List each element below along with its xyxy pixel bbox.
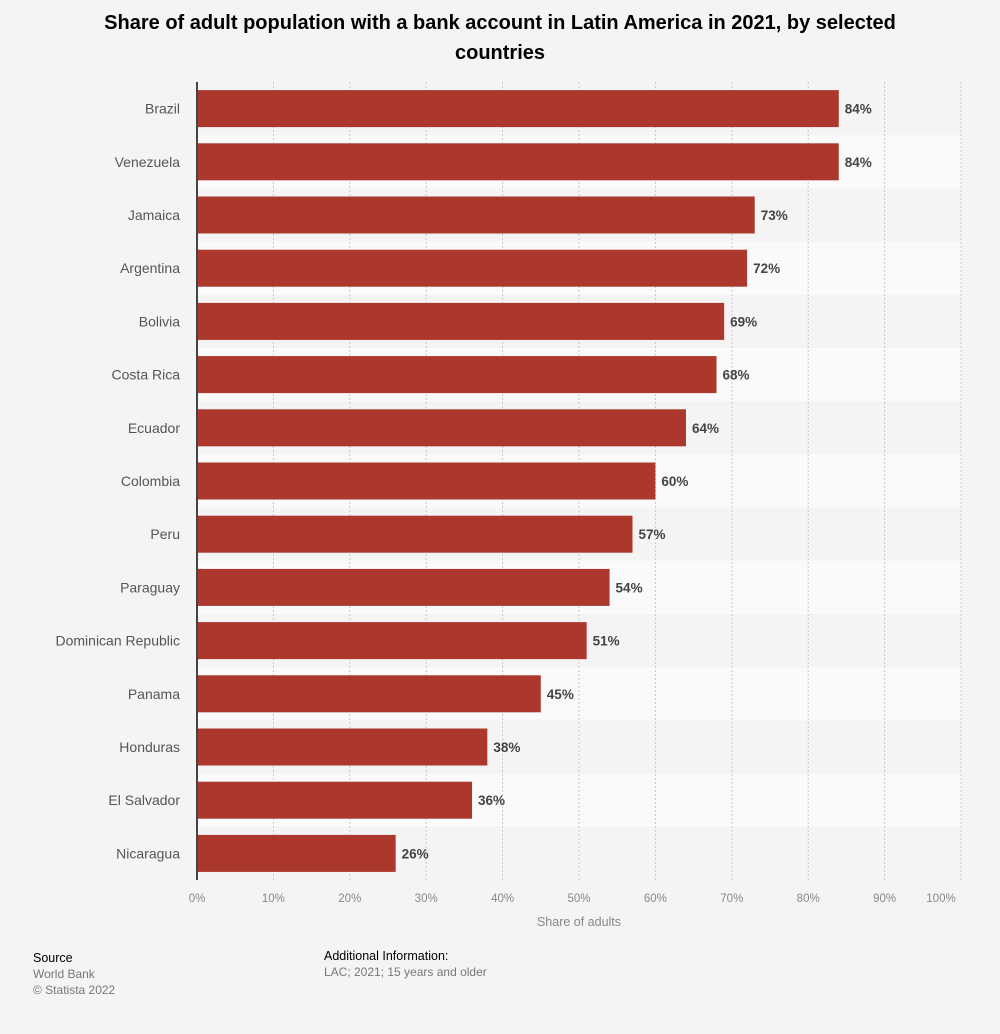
x-tick-label: 60% [644,893,667,905]
bar [197,781,473,819]
x-tick-label: 70% [720,893,743,905]
bar [197,462,656,500]
category-label: Honduras [119,739,180,755]
x-tick-label: 90% [873,893,896,905]
bar [197,90,839,128]
category-label: Ecuador [128,420,180,436]
bar [197,515,633,553]
category-label: Peru [150,526,180,542]
x-tick-label: 80% [797,893,820,905]
bar [197,675,541,713]
data-label: 73% [761,208,788,223]
data-label: 68% [723,368,750,383]
category-label: Paraguay [120,579,180,595]
data-label: 69% [730,314,757,329]
x-tick-label: 0% [189,893,206,905]
data-label: 64% [692,421,719,436]
bar [197,728,488,766]
category-label: Bolivia [139,313,180,329]
category-label: El Salvador [108,792,180,808]
data-label: 26% [402,846,429,861]
data-label: 72% [753,261,780,276]
x-tick-label: 50% [567,893,590,905]
category-label: Nicaragua [116,845,180,861]
x-tick-label: 100% [926,893,955,905]
bar [197,356,717,394]
bar [197,409,686,447]
source-heading: Source [33,951,73,965]
bar [197,302,725,340]
category-label: Argentina [120,260,180,276]
source-name[interactable]: World Bank [33,967,95,981]
info-heading: Additional Information: [324,949,449,963]
category-label: Jamaica [128,207,180,223]
data-label: 84% [845,155,872,170]
bar [197,249,748,287]
source-block: Source World Bank © Statista 2022 [33,950,115,998]
data-label: 54% [616,580,643,595]
data-label: 84% [845,102,872,117]
bar [197,622,587,660]
chart-title: Share of adult population with a bank ac… [104,12,896,64]
category-label: Dominican Republic [55,633,180,649]
data-label: 45% [547,687,574,702]
data-label: 57% [638,527,665,542]
additional-info-block: Additional Information: LAC; 2021; 15 ye… [324,948,487,980]
bar [197,196,755,234]
data-label: 36% [478,793,505,808]
data-label: 38% [493,740,520,755]
bar [197,143,839,181]
x-tick-label: 10% [262,893,285,905]
info-text: LAC; 2021; 15 years and older [324,965,487,979]
category-label: Colombia [121,473,180,489]
x-tick-label: 30% [415,893,438,905]
copyright: © Statista 2022 [33,983,116,997]
data-label: 51% [593,634,620,649]
category-label: Venezuela [115,154,181,170]
x-axis-label: Share of adults [537,915,621,929]
category-label: Panama [128,686,180,702]
bar [197,568,610,606]
bar [197,834,396,872]
category-label: Costa Rica [112,367,181,383]
category-label: Brazil [145,101,180,117]
data-label: 60% [661,474,688,489]
x-tick-label: 40% [491,893,514,905]
x-tick-label: 20% [338,893,361,905]
